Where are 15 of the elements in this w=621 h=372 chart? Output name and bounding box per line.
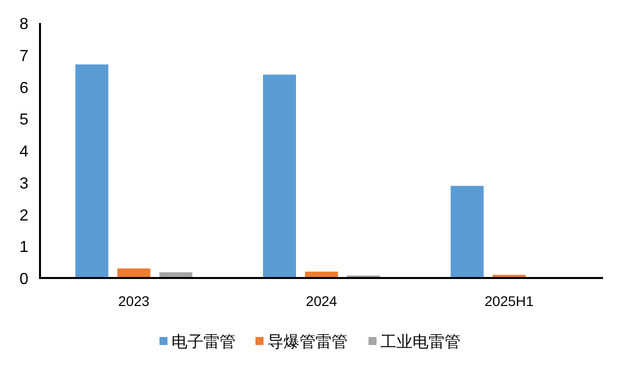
- y-tick-label: 2: [20, 207, 29, 224]
- y-tick-label: 7: [20, 48, 29, 65]
- y-tick-label: 0: [20, 271, 29, 288]
- y-tick-label: 8: [20, 16, 29, 33]
- x-tick-label: 2024: [306, 293, 338, 309]
- x-tick-label: 2025H1: [484, 293, 534, 309]
- y-tick-label: 6: [20, 80, 29, 97]
- y-tick-label: 1: [20, 239, 29, 256]
- x-tick-label: 2023: [118, 293, 150, 309]
- y-tick-label: 4: [20, 144, 29, 160]
- y-tick-label: 5: [20, 112, 29, 129]
- y-tick-label: 3: [20, 175, 29, 192]
- legend-label: 工业电雷管: [380, 333, 460, 351]
- legend-label: 电子雷管: [172, 333, 236, 351]
- legend-label: 导爆管雷管: [268, 334, 348, 351]
